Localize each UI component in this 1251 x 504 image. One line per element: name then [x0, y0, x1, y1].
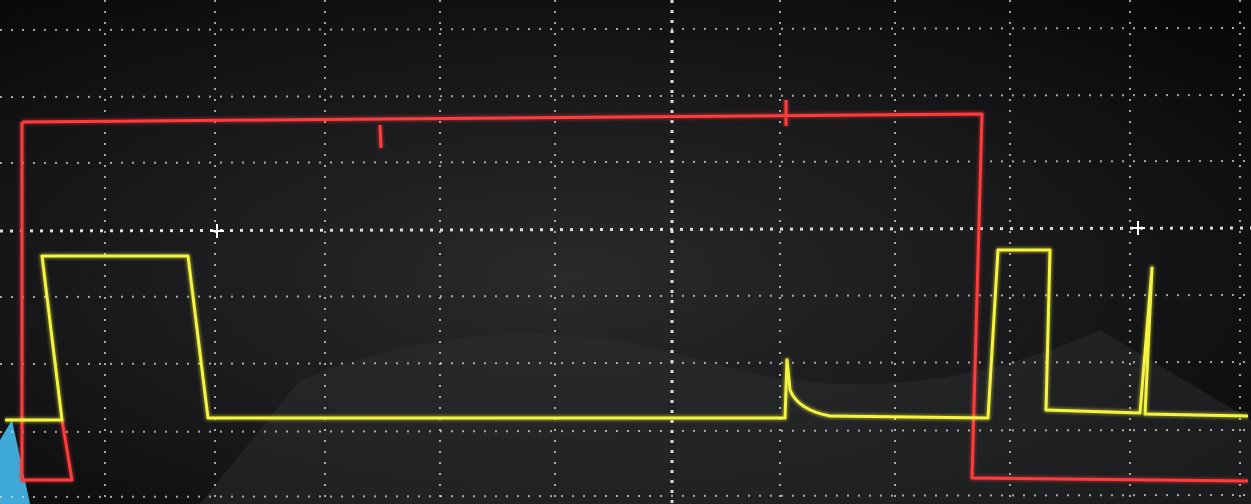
page: [0, 0, 1251, 504]
oscilloscope-photo: [0, 0, 1251, 504]
